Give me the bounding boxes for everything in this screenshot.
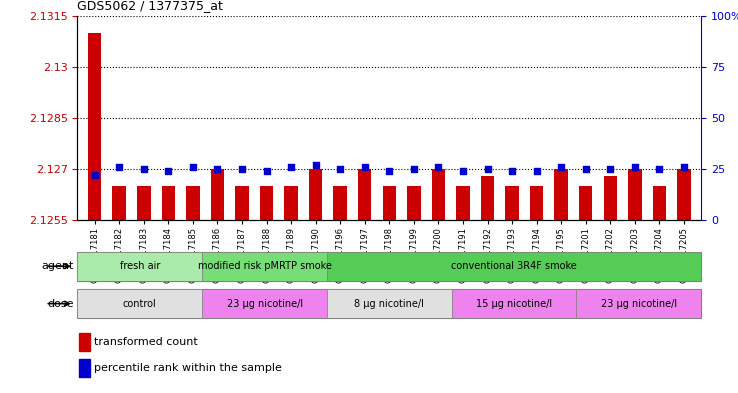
Bar — [202, 252, 327, 281]
Bar — [628, 169, 641, 220]
Point — [457, 168, 469, 174]
Text: fresh air: fresh air — [120, 261, 160, 271]
Bar — [186, 186, 200, 220]
Text: 15 μg nicotine/l: 15 μg nicotine/l — [476, 299, 552, 309]
Point — [604, 166, 616, 172]
Point — [359, 164, 370, 170]
Point — [310, 162, 322, 168]
Point — [408, 166, 420, 172]
Bar — [407, 186, 421, 220]
Point — [236, 166, 248, 172]
Point — [678, 164, 690, 170]
Text: dose: dose — [47, 299, 74, 309]
Text: conventional 3R4F smoke: conventional 3R4F smoke — [451, 261, 577, 271]
Bar — [77, 252, 202, 281]
Bar — [112, 186, 126, 220]
Point — [482, 166, 494, 172]
Bar — [210, 169, 224, 220]
Bar — [579, 186, 593, 220]
Point — [432, 164, 444, 170]
Bar — [677, 169, 691, 220]
Text: agent: agent — [41, 261, 74, 271]
Bar — [382, 186, 396, 220]
Text: 8 μg nicotine/l: 8 μg nicotine/l — [354, 299, 424, 309]
Bar — [480, 176, 494, 220]
Point — [89, 172, 100, 178]
Point — [653, 166, 665, 172]
Text: percentile rank within the sample: percentile rank within the sample — [94, 363, 282, 373]
Bar — [309, 169, 323, 220]
Point — [285, 164, 297, 170]
Bar — [554, 169, 568, 220]
Point — [531, 168, 542, 174]
Point — [187, 164, 199, 170]
Text: 23 μg nicotine/l: 23 μg nicotine/l — [601, 299, 677, 309]
Bar — [202, 289, 327, 318]
Bar — [79, 359, 90, 377]
Text: modified risk pMRTP smoke: modified risk pMRTP smoke — [198, 261, 331, 271]
Bar — [77, 289, 202, 318]
Text: control: control — [123, 299, 156, 309]
Point — [138, 166, 150, 172]
Bar — [432, 169, 445, 220]
Bar — [88, 33, 101, 220]
Text: transformed count: transformed count — [94, 337, 198, 347]
Point — [384, 168, 396, 174]
Bar — [652, 186, 666, 220]
Point — [162, 168, 174, 174]
Bar — [137, 186, 151, 220]
Bar — [576, 289, 701, 318]
Point — [261, 168, 272, 174]
Bar — [604, 176, 617, 220]
Point — [629, 164, 641, 170]
Point — [114, 164, 125, 170]
Bar — [162, 186, 175, 220]
Bar — [506, 186, 519, 220]
Bar — [79, 333, 90, 351]
Text: GDS5062 / 1377375_at: GDS5062 / 1377375_at — [77, 0, 224, 12]
Bar — [260, 186, 273, 220]
Bar — [327, 289, 452, 318]
Bar — [327, 252, 701, 281]
Bar — [334, 186, 347, 220]
Point — [212, 166, 224, 172]
Bar — [456, 186, 469, 220]
Bar — [235, 186, 249, 220]
Bar — [530, 186, 543, 220]
Point — [506, 168, 518, 174]
Bar — [452, 289, 576, 318]
Point — [334, 166, 346, 172]
Text: 23 μg nicotine/l: 23 μg nicotine/l — [227, 299, 303, 309]
Bar — [358, 169, 371, 220]
Bar — [284, 186, 298, 220]
Point — [580, 166, 592, 172]
Point — [555, 164, 567, 170]
